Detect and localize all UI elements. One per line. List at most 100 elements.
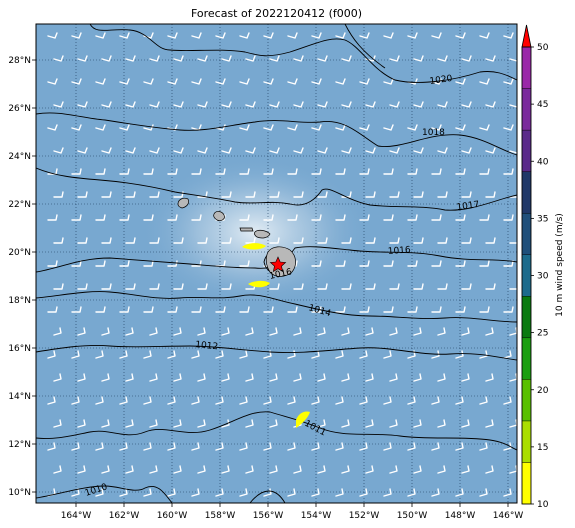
wind-barb (197, 147, 208, 154)
wind-barb (383, 350, 392, 359)
wind-barb (389, 465, 398, 474)
wind-barb (485, 101, 496, 108)
wind-barb (413, 373, 422, 382)
wind-barb (485, 465, 494, 474)
wind-barb (143, 260, 154, 267)
wind-barb (455, 260, 466, 267)
wind-barb (119, 78, 130, 85)
lat-tick-label: 10°N (8, 488, 31, 498)
colorbar-segment (521, 212, 532, 255)
wind-barb (245, 373, 254, 382)
wind-barb (143, 168, 154, 175)
wind-barb (239, 396, 248, 405)
wind-barb (119, 350, 128, 359)
lon-tick-label: 146°W (493, 511, 524, 521)
wind-barb (221, 373, 230, 382)
isobar-label: 1020 (429, 74, 453, 87)
lon-tick-label: 154°W (301, 511, 332, 521)
wind-barb (437, 283, 448, 290)
wind-barb (365, 147, 376, 154)
wind-barb (173, 327, 182, 336)
wind-barb (239, 32, 250, 39)
wind-barb (293, 147, 304, 154)
wind-barb (431, 168, 442, 175)
wind-barb (167, 442, 176, 451)
wind-barb (101, 465, 110, 474)
wind-barb (239, 78, 250, 85)
isobar-label: 1012 (195, 340, 219, 352)
wind-barb (503, 306, 514, 313)
wind-barb (485, 283, 496, 290)
wind-barb (485, 419, 494, 428)
wind-barb (479, 442, 488, 451)
wind-barb (71, 260, 82, 267)
wind-barb (47, 260, 58, 267)
wind-barb (431, 32, 442, 39)
isobar-1020 (89, 24, 517, 83)
wind-barb (239, 214, 250, 221)
wind-barb (413, 237, 424, 244)
wind-barb (383, 442, 392, 451)
wind-barb (341, 147, 352, 154)
wind-barb (311, 78, 322, 85)
isobar-1012 (36, 345, 517, 361)
wind-barb (173, 373, 182, 382)
isobar-1014 (36, 291, 517, 323)
wind-barb (101, 327, 110, 336)
wind-barb (239, 488, 248, 497)
wind-barb (413, 419, 422, 428)
isobar-label: 1018 (422, 128, 445, 138)
wind-barb (317, 465, 326, 474)
colorbar-tick-label: 45 (537, 100, 548, 110)
wind-barb (125, 147, 136, 154)
wind-barb (173, 101, 184, 108)
wind-barb (125, 465, 134, 474)
wind-barb (77, 147, 88, 154)
lat-tick-label: 24°N (8, 152, 31, 162)
wind-barb (365, 465, 374, 474)
colorbar-segment (521, 46, 532, 89)
island-molokai (239, 227, 254, 232)
wind-barb (71, 306, 82, 313)
wind-barb (437, 419, 446, 428)
wind-barb (53, 237, 64, 244)
wind-barb (269, 237, 280, 244)
wind-barb (53, 465, 62, 474)
wind-barb (317, 147, 328, 154)
wind-barb (431, 396, 440, 405)
wind-barb (149, 147, 160, 154)
wind-barb (359, 488, 368, 497)
wind-barb (245, 191, 256, 198)
wind-barb (125, 373, 134, 382)
map-panel: 1020 1018 1017 1016 1016 1014 1012 1011 … (8, 23, 524, 521)
wind-barb (95, 396, 104, 405)
wind-barb (143, 78, 154, 85)
wind-barb (119, 260, 130, 267)
wind-barb (197, 327, 206, 336)
wind-barb (431, 260, 442, 267)
wind-barb (365, 237, 376, 244)
wind-barb (239, 442, 248, 451)
wind-barb (437, 55, 448, 62)
wind-barb (479, 168, 490, 175)
wind-barb (503, 488, 512, 497)
wind-barb (341, 237, 352, 244)
wind-barb (431, 306, 442, 313)
location-marker-star (269, 256, 287, 273)
wind-barb (167, 32, 178, 39)
wind-barb (383, 168, 394, 175)
wind-barb (407, 124, 418, 131)
wind-barb (431, 214, 442, 221)
wind-barb (287, 124, 298, 131)
wind-barb (101, 147, 112, 154)
lon-tick-label: 162°W (109, 511, 140, 521)
wind-barb (293, 55, 304, 62)
colorbar-segment (521, 88, 532, 131)
wind-barb (245, 147, 256, 154)
wind-barb (341, 283, 352, 290)
wind-barb (167, 306, 178, 313)
isobar-1017 (36, 167, 517, 211)
wind-barb (293, 237, 304, 244)
wind-barb (287, 488, 296, 497)
lon-tick-label: 158°W (205, 511, 236, 521)
